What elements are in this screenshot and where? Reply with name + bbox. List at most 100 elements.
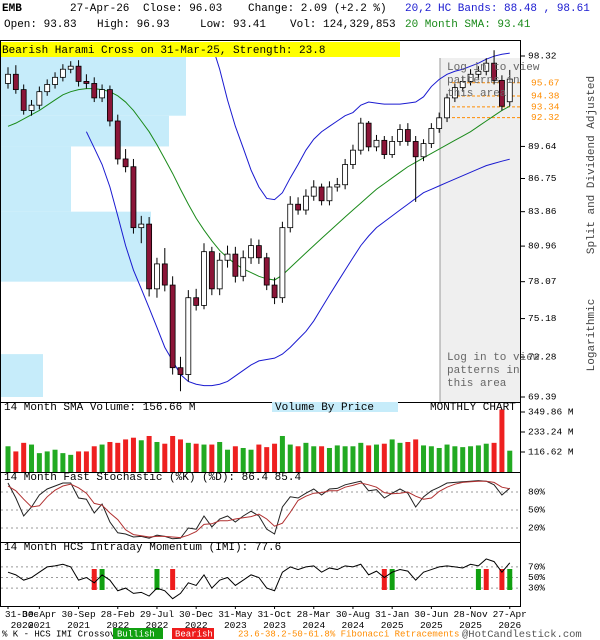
volume-bar (413, 439, 419, 472)
candle-body (459, 81, 466, 88)
volume-bar (444, 444, 450, 472)
x-tick-label: 27-Apr 2026 (492, 609, 527, 631)
y-tick-label: 78.07 (528, 276, 557, 287)
imi-title: 14 Month HCS Intraday Momentum (IMI): 77… (4, 542, 281, 554)
x-tick-label: 30-Apr 2021 (22, 609, 57, 631)
period: MONTHLY CHART (430, 402, 516, 414)
volume-bar (76, 451, 82, 472)
crossover-signal (99, 569, 105, 590)
volume-by-price (1, 50, 186, 397)
y-tick-label: 50% (528, 505, 545, 516)
candle-body (365, 122, 372, 148)
volume-bar (405, 441, 411, 472)
date: 27-Apr-26 (70, 3, 129, 15)
y-tick-label: 86.75 (528, 173, 557, 184)
volume-bar (68, 454, 74, 472)
candle-body (185, 297, 192, 375)
volume-bar (83, 451, 89, 472)
volume-bar (115, 442, 121, 472)
volume-bar (193, 443, 199, 472)
fib-label: 92.32 (531, 112, 560, 123)
fib-label: 94.38 (531, 91, 560, 102)
candle-body (146, 223, 153, 290)
symbol: EMB (2, 3, 22, 15)
candle-body (475, 70, 482, 75)
candle-body (295, 203, 301, 211)
y-tick-label: 75.18 (528, 313, 557, 324)
crossover-signal (170, 569, 176, 590)
volume-bar (217, 441, 223, 472)
candle-body (444, 97, 450, 119)
x-tick-label: 31-Jan 2025 (375, 609, 410, 631)
imi-frame (0, 542, 521, 607)
vbp-bar (1, 146, 71, 212)
candle-body (279, 227, 286, 299)
volume-bar (240, 447, 246, 472)
candle-body (436, 117, 443, 129)
y-tick-label: 30% (528, 583, 545, 594)
y-tick-label: 116.62 M (528, 447, 574, 458)
candle-body (130, 166, 137, 229)
x-tick-label: 31-May 2023 (218, 609, 253, 631)
candle-body (428, 128, 435, 145)
sma-legend: 20 Month SMA: 93.41 (405, 19, 531, 31)
volume-bar (475, 445, 481, 472)
vbp-label-bg (272, 402, 398, 412)
volume-bar (287, 444, 293, 472)
volume-bar (130, 437, 136, 472)
volume-bar (21, 442, 27, 472)
candle-body (138, 223, 145, 229)
candle-body (389, 141, 396, 155)
volume-bar (507, 450, 513, 472)
candle-body (506, 78, 513, 103)
volume-bar (295, 446, 301, 472)
crossover-signal (475, 569, 481, 590)
crossover-signal (381, 569, 387, 590)
source: @HotCandlestick.com (462, 629, 582, 640)
candle-body (177, 367, 184, 375)
volume-bar (483, 443, 489, 472)
candle-body (404, 129, 411, 142)
volume-bar (123, 439, 129, 472)
candle-body (114, 120, 121, 160)
volume-bar (436, 447, 442, 472)
candle-body (28, 104, 35, 111)
crossover-signal (499, 569, 505, 590)
candle-body (310, 186, 317, 197)
x-tick-label: 30-Sep 2021 (61, 609, 96, 631)
volume-bar (29, 444, 35, 472)
y-tick-label: 50% (528, 572, 545, 583)
volume-bar (334, 445, 340, 472)
stochastic-line (7, 480, 511, 540)
volume-bar (389, 439, 395, 472)
candle-body (263, 257, 270, 286)
volume-title: 14 Month SMA Volume: 156.66 M (4, 402, 195, 414)
pattern-banner: Bearish Harami Cross on 31-Mar-25, Stren… (2, 45, 325, 57)
candle-body (36, 91, 43, 106)
vbp-bar (1, 115, 169, 147)
candle-body (232, 253, 239, 277)
volume-bar (154, 441, 160, 472)
x-tick-label: 30-Aug 2024 (335, 609, 371, 631)
volume-bar (52, 449, 58, 472)
fib-label: 95.67 (531, 77, 560, 88)
x-tick-label: 28-Mar 2024 (296, 609, 331, 631)
side-label: Split and Dividend Adjusted (586, 76, 598, 254)
upper-band (211, 44, 510, 201)
marks (1, 44, 520, 600)
x-tick-label: 28-Nov 2025 (453, 609, 488, 631)
candle-body (216, 259, 223, 290)
volume-bar (452, 446, 458, 472)
imi-line (7, 558, 511, 600)
y-tick-label: 80% (528, 487, 545, 498)
candle-body (99, 89, 105, 99)
candle-body (193, 297, 200, 306)
crossover-signal (507, 569, 513, 590)
volume-bar (499, 409, 505, 472)
x-tick-label: 28-Feb 2022 (100, 609, 135, 631)
volume-bar (350, 446, 356, 472)
volume-bar (91, 446, 97, 472)
crossover-signal (91, 569, 97, 590)
